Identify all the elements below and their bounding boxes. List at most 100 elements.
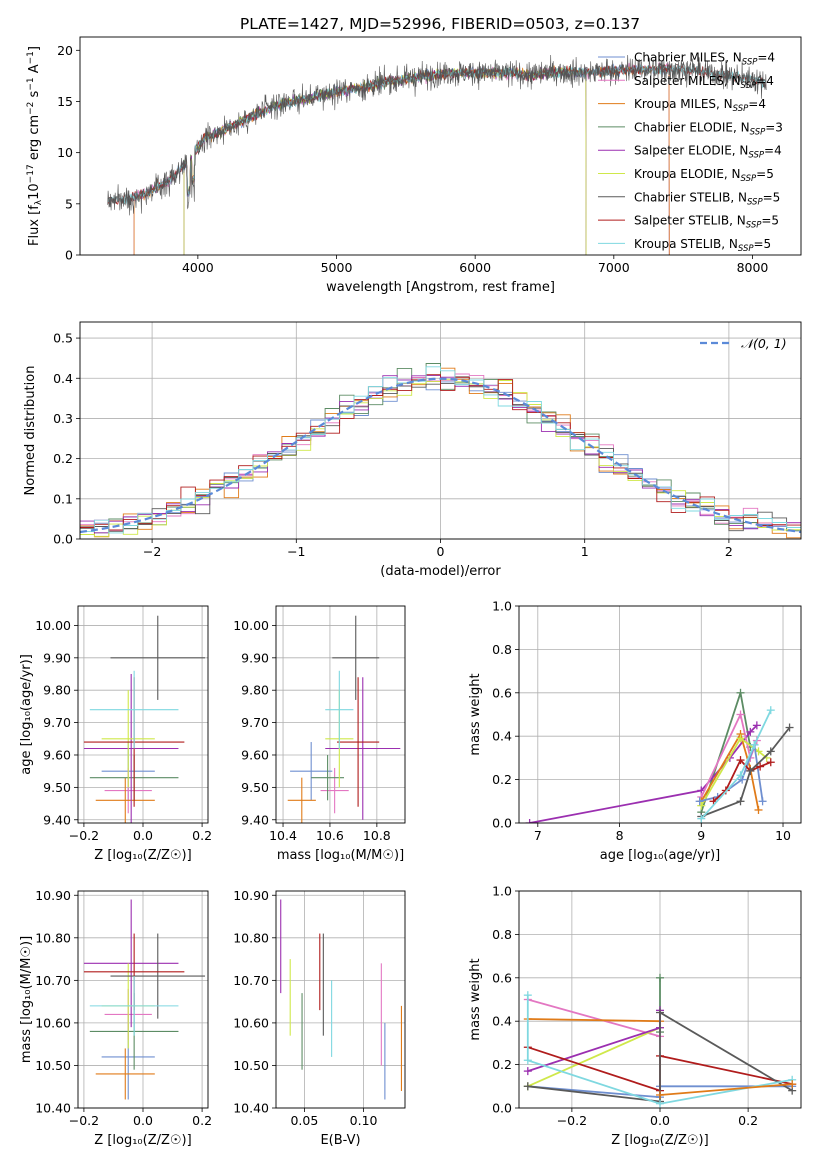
residual-histogram — [80, 366, 801, 534]
y-tick-label: 10.80 — [233, 930, 269, 945]
legend-label-value: =5 — [756, 167, 774, 181]
panel-spectrum: 4000 5000 6000 7000 8000 0 5 10 15 20 wavelength [… — [26, 36, 802, 295]
y-tick-label: 0.8 — [492, 642, 512, 657]
plot-area — [83, 615, 206, 823]
legend-label-value: =5 — [761, 214, 779, 228]
y-axis-label-part: λ — [34, 199, 44, 205]
panel-age_vs_Z: −0.2 0.0 0.2 9.40 9.50 9.60 9.70 9.80 9.90 10.00 Z… — [19, 605, 212, 863]
x-tick-label: 9 — [697, 828, 705, 843]
legend-label-text: Salpeter STELIB, N — [634, 214, 746, 228]
y-tick-label: 0.3 — [53, 411, 73, 426]
legend-label-text: Chabrier ELODIE, N — [634, 120, 750, 134]
x-tick-label: 0.2 — [192, 1113, 212, 1128]
x-tick-label: −2 — [143, 544, 161, 559]
legend-label: Chabrier ELODIE, NSSP=3 — [634, 120, 783, 137]
y-tick-label: 10.50 — [35, 1058, 71, 1073]
y-axis-label: mass weight — [468, 673, 483, 755]
y-tick-label: 10.60 — [35, 1015, 71, 1030]
weight-line — [526, 995, 793, 1105]
axes-frame — [518, 605, 802, 824]
legend-label-value: =4 — [764, 144, 782, 158]
weight-line — [527, 1026, 661, 1088]
weight-line — [700, 737, 768, 807]
legend-label: Chabrier MILES, NSSP=4 — [634, 51, 775, 68]
plot-area — [83, 899, 206, 1100]
y-tick-label: 0.0 — [492, 816, 512, 831]
x-tick-label: 0.0 — [650, 1113, 670, 1128]
y-tick-label: 0.0 — [53, 532, 73, 547]
x-tick-label: −0.2 — [69, 1113, 99, 1128]
y-tick-label: 10.70 — [35, 973, 71, 988]
y-tick-label: 0.8 — [492, 927, 512, 942]
legend-label-value: =5 — [754, 237, 772, 251]
legend: Chabrier MILES, NSSP=4 Salpeter MILES, N S… — [598, 51, 783, 254]
figure-title: PLATE=1427, MJD=52996, FIBERID=0503, z=0… — [240, 15, 640, 33]
axes-frame — [79, 36, 802, 256]
y-axis-label: Normed distribution — [23, 366, 38, 496]
x-axis-label: age [log₁₀(age/yr)] — [600, 848, 721, 863]
legend-label: Salpeter STELIB, NSSP=5 — [634, 214, 779, 231]
y-axis-label-part: −1 — [26, 77, 36, 90]
y-tick-label: 0.1 — [53, 491, 73, 506]
x-axis-label: mass [log₁₀(M/M☉)] — [277, 848, 404, 863]
legend-label-text: Salpeter MILES, N — [634, 74, 741, 88]
axes-frame — [275, 605, 406, 824]
y-tick-label: 0.4 — [492, 729, 512, 744]
x-tick-label: 0.0 — [133, 828, 153, 843]
legend-label-sub: SSP — [733, 104, 749, 114]
panel-weight_vs_age: 7 8 9 10 0.0 0.2 0.4 0.6 0.8 1.0 age [log₁₀(age/yr… — [468, 599, 802, 863]
y-tick-label: 10.90 — [233, 888, 269, 903]
x-tick-label: 10.8 — [363, 828, 391, 843]
plot-area — [525, 688, 794, 823]
y-axis-label-part: s — [27, 90, 42, 101]
y-tick-label: 9.80 — [241, 683, 269, 698]
legend-label-text: Salpeter ELODIE, N — [634, 144, 748, 158]
legend-label: Chabrier STELIB, NSSP=5 — [634, 190, 780, 207]
plot-area — [280, 899, 402, 1100]
x-tick-label: 0 — [437, 544, 445, 559]
x-tick-label: −1 — [287, 544, 305, 559]
y-tick-label: 9.40 — [43, 812, 71, 827]
y-axis-label-part: −17 — [26, 164, 36, 183]
x-axis-label: Z [log₁₀(Z/Z☉)] — [611, 1133, 708, 1148]
y-tick-label: 0.2 — [492, 772, 512, 787]
x-axis-label: Z [log₁₀(Z/Z☉)] — [94, 1133, 191, 1148]
y-axis-label-part: Flux [f — [27, 205, 42, 246]
y-tick-label: 10 — [57, 145, 73, 160]
y-tick-label: 9.60 — [43, 747, 71, 762]
plot-area — [523, 973, 797, 1108]
y-tick-label: 9.60 — [241, 747, 269, 762]
y-tick-label: 0.4 — [492, 1014, 512, 1029]
x-tick-label: 4000 — [182, 260, 214, 275]
y-tick-label: 9.40 — [241, 812, 269, 827]
normal-distribution-curve — [80, 377, 801, 534]
y-tick-label: 10.40 — [233, 1101, 269, 1116]
legend-label: Kroupa STELIB, NSSP=5 — [634, 237, 771, 254]
legend-label-text: Kroupa STELIB, N — [634, 237, 738, 251]
legend-label-value: =4 — [748, 97, 766, 111]
weight-line — [527, 1018, 661, 1023]
y-tick-label: 0.0 — [492, 1101, 512, 1116]
axes-frame — [518, 890, 802, 1109]
residual-histogram — [80, 374, 801, 531]
weight-line — [527, 998, 661, 1038]
legend: 𝒩(0, 1) — [700, 336, 787, 351]
legend-label-text: Kroupa MILES, N — [634, 97, 733, 111]
x-tick-label: 0.2 — [192, 828, 212, 843]
y-tick-label: 1.0 — [492, 599, 512, 614]
y-tick-label: 10.60 — [233, 1015, 269, 1030]
axes-frame — [77, 605, 209, 824]
axes-frame — [79, 321, 802, 540]
y-tick-label: 1.0 — [492, 884, 512, 899]
y-tick-label: 9.90 — [43, 650, 71, 665]
legend-label-sub: SSP — [741, 174, 757, 184]
observed-spectrum-line — [107, 54, 767, 216]
y-tick-label: 20 — [57, 43, 73, 58]
weight-line — [527, 1010, 793, 1103]
axes-frame — [275, 890, 406, 1109]
x-tick-label: 8 — [616, 828, 624, 843]
y-tick-label: 0 — [65, 248, 73, 263]
x-tick-label: 0.10 — [350, 1113, 378, 1128]
axes-frame — [77, 890, 209, 1109]
